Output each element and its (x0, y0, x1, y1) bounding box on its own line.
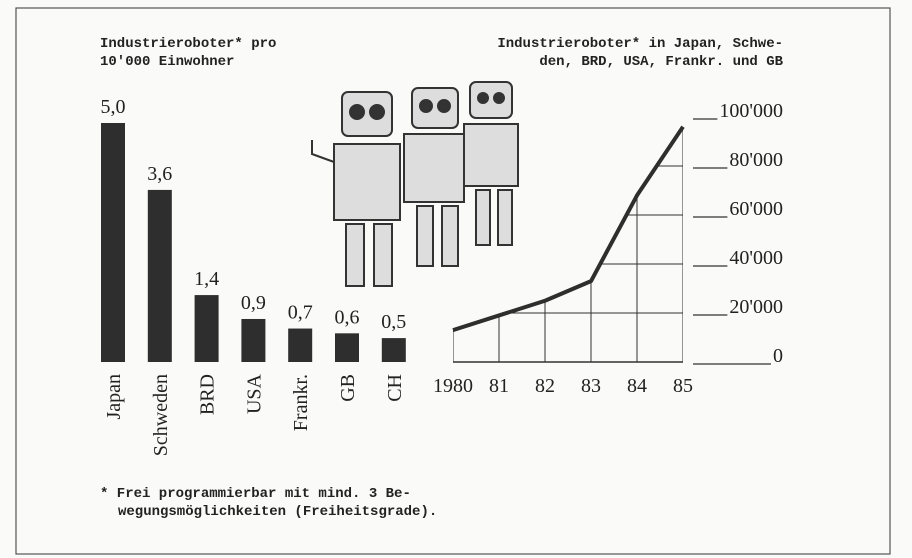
y-tick-label: 20'000 (729, 296, 783, 318)
x-tick-label: 1980 (433, 375, 473, 397)
value-label: 0,6 (335, 306, 360, 328)
chart-title: Industrieroboter* in Japan, Schwe- (497, 36, 783, 52)
value-label: 0,7 (288, 302, 313, 324)
page: Industrieroboter* pro 10'000 Einwohner 5,0… (0, 0, 912, 558)
footnote: * Frei programmierbar mit mind. 3 Be- (100, 486, 411, 502)
chart-title: 10'000 Einwohner (100, 54, 234, 70)
x-tick-label: CH (384, 374, 406, 402)
y-tick-label: 60'000 (729, 198, 783, 220)
chart-title: den, BRD, USA, Frankr. und GB (539, 54, 783, 70)
footnote: wegungsmöglichkeiten (Freiheitsgrade). (118, 504, 437, 520)
bar (195, 295, 219, 362)
x-tick-label: 85 (673, 375, 693, 397)
value-label: 5,0 (101, 96, 126, 118)
bar (288, 329, 312, 362)
bar (382, 338, 406, 362)
x-tick-label: GB (337, 374, 359, 402)
x-tick-label: BRD (197, 374, 219, 415)
x-tick-label: 82 (535, 375, 555, 397)
x-tick-label: 81 (489, 375, 509, 397)
bar (148, 190, 172, 362)
y-tick-label: 0 (773, 345, 783, 367)
bar (101, 123, 125, 362)
value-label: 0,9 (241, 292, 266, 314)
x-tick-label: 84 (627, 375, 647, 397)
x-tick-label: 83 (581, 375, 601, 397)
bar (335, 333, 359, 362)
bar (241, 319, 265, 362)
background (0, 0, 912, 558)
x-tick-label: USA (243, 373, 265, 414)
value-label: 0,5 (381, 311, 406, 333)
chart-title: Industrieroboter* pro (100, 36, 276, 52)
value-label: 1,4 (194, 268, 219, 290)
value-label: 3,6 (147, 163, 172, 185)
x-tick-label: Japan (103, 374, 125, 420)
y-tick-label: 80'000 (729, 149, 783, 171)
x-tick-label: Schweden (150, 374, 172, 456)
y-tick-label: 100'000 (719, 100, 783, 122)
chart: Industrieroboter* pro 10'000 Einwohner 5,0… (0, 0, 912, 558)
y-tick-label: 40'000 (729, 247, 783, 269)
x-tick-label: Frankr. (290, 374, 312, 431)
